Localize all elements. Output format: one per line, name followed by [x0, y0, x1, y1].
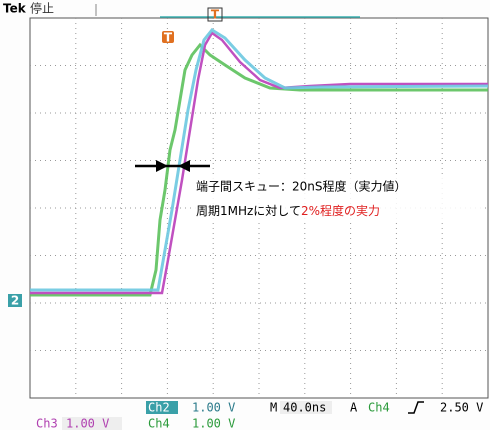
- trigger-label: A: [350, 401, 358, 415]
- trigger-level: 2.50 V: [440, 401, 483, 415]
- ch2-label: Ch2: [148, 401, 170, 415]
- ch4-scale: 1.00 V: [192, 417, 235, 430]
- ch2-scale: 1.00 V: [192, 401, 235, 415]
- annotation-line1: 端子間スキュー：20nS程度（実力値）: [196, 179, 407, 194]
- annotation-highlight: 2%程度の実力: [301, 203, 380, 218]
- trigger-source: Ch4: [368, 401, 390, 415]
- annotation-line2: 周期1MHzに対して2%程度の実力: [196, 203, 380, 218]
- oscilloscope-screen: Tek 停止 T T 2 端子間スキュー：20nS程度（実力値） 周期1MHzに…: [0, 0, 490, 430]
- timebase-label: M: [270, 401, 277, 415]
- status: 停止: [30, 1, 54, 16]
- timebase: 40.0ns: [283, 401, 326, 415]
- brand: Tek: [3, 2, 27, 16]
- annotation-text: 周期1MHzに対して: [196, 204, 301, 218]
- ch4-label: Ch4: [148, 417, 170, 430]
- ch3-scale: 1.00 V: [66, 417, 109, 430]
- trigger-marker-label: T: [164, 31, 173, 45]
- trigger-position: T: [211, 8, 220, 22]
- channel-marker-label: 2: [11, 294, 19, 308]
- ch3-label: Ch3: [36, 417, 58, 430]
